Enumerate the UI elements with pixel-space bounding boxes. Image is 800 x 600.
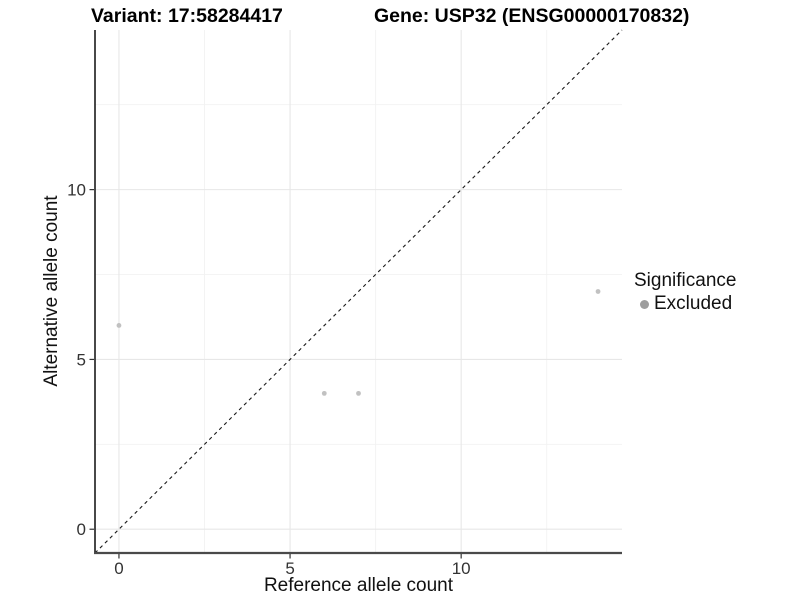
legend-title: Significance xyxy=(634,270,737,291)
x-tick-label: 0 xyxy=(114,559,123,578)
gene-title: Gene: USP32 (ENSG00000170832) xyxy=(374,5,690,27)
x-tick-label: 10 xyxy=(452,559,471,578)
x-axis-title: Reference allele count xyxy=(263,575,454,596)
y-axis-title: Alternative allele count xyxy=(41,195,62,387)
data-point xyxy=(116,323,122,328)
legend: Significance Excluded xyxy=(634,270,736,315)
y-tick-label: 10 xyxy=(67,181,86,200)
legend-item-label: Excluded xyxy=(654,293,733,314)
data-point xyxy=(321,390,327,396)
legend-item-excluded: Excluded xyxy=(634,293,736,315)
y-tick-label: 5 xyxy=(77,350,86,369)
data-point xyxy=(595,289,601,294)
x-tick-label: 5 xyxy=(285,559,294,578)
y-tick-label: 0 xyxy=(77,520,86,539)
legend-point-icon xyxy=(640,299,649,309)
data-point xyxy=(356,390,361,396)
identity-line xyxy=(94,29,623,554)
variant-title: Variant: 17:58284417 xyxy=(91,5,283,27)
plot-panel: 0 5 10 0 5 10 xyxy=(67,29,623,578)
